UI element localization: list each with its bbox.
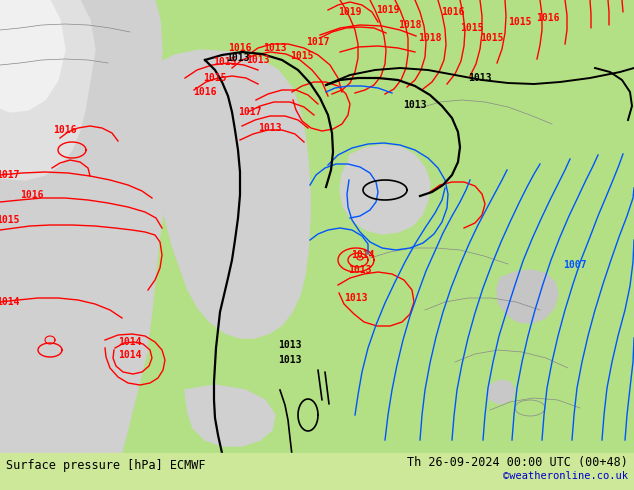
- Text: 1019: 1019: [376, 5, 400, 15]
- Text: 1013: 1013: [348, 265, 372, 275]
- Text: 1015: 1015: [508, 17, 532, 27]
- Polygon shape: [0, 0, 95, 180]
- Text: 1014: 1014: [119, 337, 142, 347]
- Text: 1013: 1013: [226, 53, 250, 63]
- Text: 1016: 1016: [536, 13, 560, 23]
- Text: 1017: 1017: [306, 37, 330, 47]
- Text: 1015: 1015: [204, 73, 227, 83]
- Text: 1013: 1013: [246, 55, 269, 65]
- Text: 1017: 1017: [0, 170, 20, 180]
- Text: 1013: 1013: [258, 123, 281, 133]
- Text: Surface pressure [hPa] ECMWF: Surface pressure [hPa] ECMWF: [6, 459, 205, 471]
- Polygon shape: [497, 270, 558, 323]
- Polygon shape: [487, 380, 515, 404]
- Text: 1013: 1013: [278, 355, 302, 365]
- Text: 1018: 1018: [418, 33, 442, 43]
- Text: 1016: 1016: [20, 190, 44, 200]
- Text: 1014: 1014: [351, 250, 375, 260]
- Text: 1007: 1007: [563, 260, 586, 270]
- Text: 1016: 1016: [53, 125, 77, 135]
- Text: 1018: 1018: [398, 20, 422, 30]
- Bar: [0, 453, 634, 490]
- Text: 1015: 1015: [290, 51, 314, 61]
- Text: 1013: 1013: [263, 43, 287, 53]
- Polygon shape: [185, 385, 275, 446]
- Text: 1014: 1014: [119, 350, 142, 360]
- Text: Th 26-09-2024 00:00 UTC (00+48): Th 26-09-2024 00:00 UTC (00+48): [407, 456, 628, 468]
- Text: 1013: 1013: [278, 340, 302, 350]
- Polygon shape: [12, 355, 60, 387]
- Text: 1013: 1013: [403, 100, 427, 110]
- Polygon shape: [0, 0, 65, 112]
- Text: 1015: 1015: [460, 23, 484, 33]
- Text: 1014: 1014: [0, 297, 20, 307]
- Text: ©weatheronline.co.uk: ©weatheronline.co.uk: [503, 471, 628, 481]
- Text: 1015: 1015: [480, 33, 504, 43]
- Polygon shape: [153, 50, 310, 338]
- Text: 1015: 1015: [0, 215, 20, 225]
- Text: 1013: 1013: [344, 293, 368, 303]
- Text: 1013: 1013: [469, 73, 492, 83]
- Text: 1016: 1016: [228, 43, 252, 53]
- Polygon shape: [340, 145, 430, 234]
- Polygon shape: [77, 305, 104, 328]
- Polygon shape: [0, 0, 165, 490]
- Polygon shape: [131, 342, 148, 359]
- Text: 1016: 1016: [441, 7, 465, 17]
- Text: 1019: 1019: [339, 7, 362, 17]
- Text: 1016: 1016: [193, 87, 217, 97]
- Text: 1015: 1015: [213, 57, 236, 67]
- Text: 1017: 1017: [238, 107, 262, 117]
